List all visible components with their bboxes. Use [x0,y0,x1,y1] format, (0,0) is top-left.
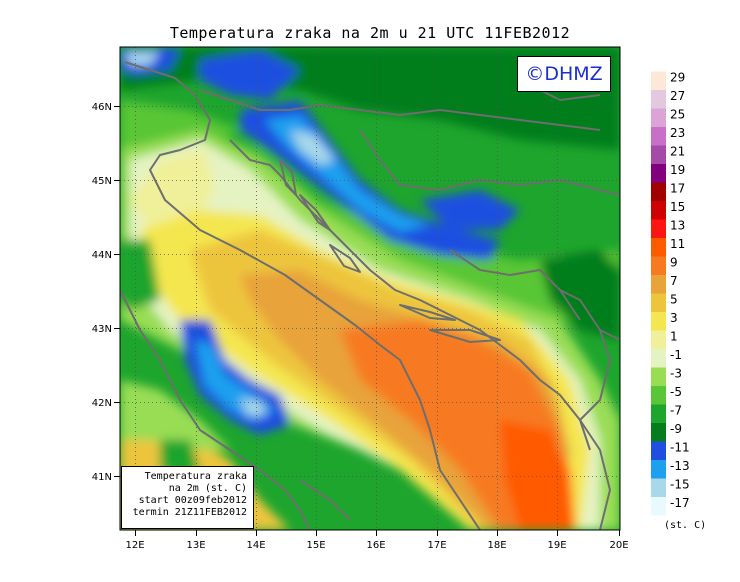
legend-label: -17 [670,496,690,510]
legend-label: -1 [670,348,682,362]
legend-label: -5 [670,385,682,399]
lon-tick-label: 13E [186,540,205,551]
legend-unit: (st. C) [664,520,706,531]
legend-swatch [651,404,666,423]
lon-tick-label: 17E [427,540,446,551]
legend-label: 17 [670,182,685,196]
legend-label: -9 [670,422,682,436]
legend-label: 7 [670,274,678,288]
lon-tick-label: 14E [246,540,265,551]
temperature-field [120,47,620,530]
dhmz-logo: ©DHMZ [517,56,611,92]
legend-swatch [651,108,666,127]
latitude-labels: 41N 42N 43N 44N 45N 46N [92,102,112,483]
legend-swatch [651,71,666,90]
legend-swatch [651,497,666,516]
lon-tick-label: 20E [609,540,628,551]
lat-tick-label: 44N [92,250,112,261]
legend-label: 3 [670,311,678,325]
info-box: Temperatura zraka na 2m (st. C) start 00… [121,466,254,529]
legend-swatch [651,349,666,368]
legend-label: 13 [670,219,685,233]
lon-tick-label: 12E [125,540,144,551]
info-line: start 00z09feb2012 [138,495,247,506]
lon-tick-label: 18E [487,540,506,551]
legend-label: -11 [670,441,690,455]
axis-ticks [114,106,620,536]
legend-swatch [651,441,666,460]
legend-swatch [651,423,666,442]
coastlines [120,61,620,530]
legend-swatch [651,460,666,479]
legend-swatch [651,330,666,349]
legend-swatch [651,164,666,183]
info-line: termin 21Z11FEB2012 [132,507,247,518]
legend-label: 23 [670,126,685,140]
legend-label: 27 [670,89,685,103]
legend-label: 5 [670,293,678,307]
map-title: Temperatura zraka na 2m u 21 UTC 11FEB20… [169,24,571,42]
legend-swatch [651,312,666,331]
legend-swatch [651,256,666,275]
legend-swatch [651,145,666,164]
legend-label: 1 [670,330,678,344]
info-line: na 2m (st. C) [168,483,247,494]
legend-swatch [651,293,666,312]
legend-swatch [651,219,666,238]
info-line: Temperatura zraka [144,471,247,482]
map-frame [119,46,621,531]
legend-label: -3 [670,367,682,381]
lat-tick-label: 42N [92,398,112,409]
lat-tick-label: 45N [92,176,112,187]
lon-tick-label: 16E [366,540,385,551]
legend-swatch [651,127,666,146]
legend-swatch [651,275,666,294]
legend-label: -13 [670,459,690,473]
legend-label: -7 [670,404,682,418]
lon-tick-label: 15E [306,540,325,551]
legend-swatch [651,201,666,220]
legend-label: 15 [670,200,685,214]
lat-tick-label: 41N [92,472,112,483]
legend-label: 9 [670,256,678,270]
lon-tick-label: 19E [547,540,566,551]
legend-label: 21 [670,145,685,159]
legend-label: -15 [670,478,690,492]
longitude-labels: 12E 13E 14E 15E 16E 17E 18E 19E 20E [125,540,628,551]
legend-swatch [651,182,666,201]
legend-label: 11 [670,237,685,251]
legend-label: 29 [670,71,685,85]
legend-label: 19 [670,163,685,177]
lat-tick-label: 46N [92,102,112,113]
legend-swatch [651,90,666,109]
lat-tick-label: 43N [92,324,112,335]
map-grid [120,47,620,530]
legend-swatch [651,367,666,386]
legend-swatch [651,238,666,257]
legend-swatch [651,478,666,497]
legend-swatch [651,386,666,405]
legend-label: 25 [670,108,685,122]
color-legend: 29 27 25 23 21 19 17 15 13 11 9 7 5 3 1 -1 -3 -5 -7 -9 -11 -1… [651,71,690,516]
